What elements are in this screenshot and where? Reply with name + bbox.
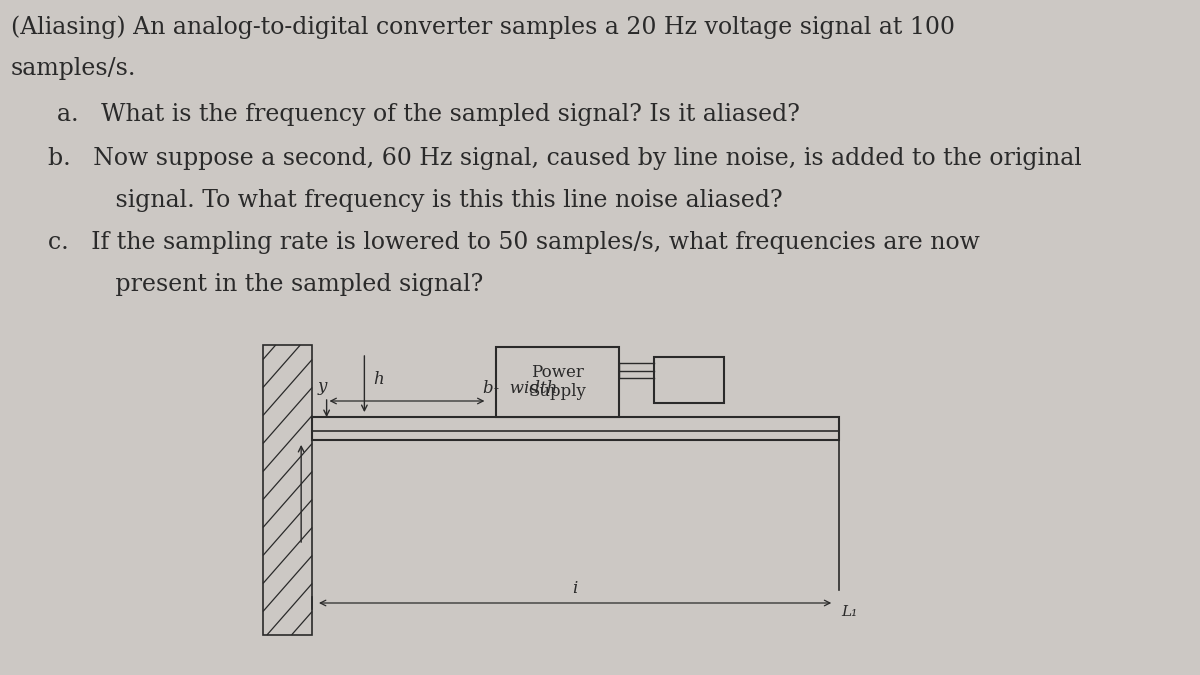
Text: y: y — [318, 378, 326, 395]
Text: c.   If the sampling rate is lowered to 50 samples/s, what frequencies are now: c. If the sampling rate is lowered to 50… — [48, 232, 980, 254]
Text: h: h — [373, 371, 384, 387]
Bar — [312, 417, 839, 440]
Bar — [264, 345, 312, 635]
Text: Power
Supply: Power Supply — [529, 364, 587, 400]
Text: a.   What is the frequency of the sampled signal? Is it aliased?: a. What is the frequency of the sampled … — [58, 103, 800, 126]
Text: samples/s.: samples/s. — [11, 57, 136, 80]
Text: L₁: L₁ — [841, 605, 857, 619]
Bar — [654, 357, 725, 403]
Bar — [496, 347, 619, 417]
Text: (Aliasing) An analog-to-digital converter samples a 20 Hz voltage signal at 100: (Aliasing) An analog-to-digital converte… — [11, 15, 954, 38]
Text: i: i — [572, 580, 577, 597]
Text: signal. To what frequency is this this line noise aliased?: signal. To what frequency is this this l… — [48, 189, 782, 213]
Text: b.   Now suppose a second, 60 Hz signal, caused by line noise, is added to the o: b. Now suppose a second, 60 Hz signal, c… — [48, 147, 1082, 170]
Text: b-  width: b- width — [482, 380, 557, 397]
Text: present in the sampled signal?: present in the sampled signal? — [48, 273, 484, 296]
